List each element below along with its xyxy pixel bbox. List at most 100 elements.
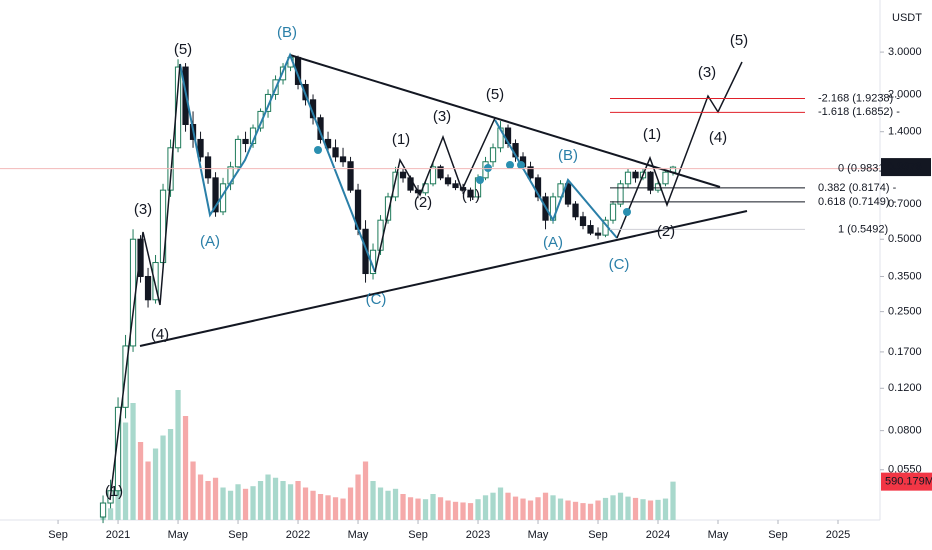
- candle-body: [564, 183, 572, 205]
- x-tick-label: Sep: [588, 529, 608, 541]
- candle-body: [579, 216, 587, 227]
- wave-black-2: [616, 61, 743, 239]
- volume-bar: [535, 497, 541, 520]
- dot: [484, 164, 492, 172]
- volume-bar: [460, 502, 466, 520]
- candle-body: [264, 93, 272, 112]
- dot: [476, 176, 484, 184]
- volume-bar: [595, 500, 601, 520]
- volume-bar: [107, 508, 114, 520]
- candle-body: [212, 177, 219, 213]
- volume-bar: [325, 495, 331, 520]
- volume-bar: [520, 498, 526, 520]
- volume-bar: [467, 503, 474, 520]
- x-tick-label: Sep: [228, 529, 248, 541]
- volume-bar: [662, 498, 669, 520]
- wave-label: (3): [433, 108, 451, 125]
- x-tick-label: Sep: [408, 529, 428, 541]
- candle-body: [399, 171, 407, 179]
- fib-label: 0.618 (0.7149) -: [818, 196, 897, 208]
- fib-label: -1.618 (1.6852) -: [818, 106, 900, 118]
- volume-bar: [655, 499, 661, 520]
- wave-label: (4): [151, 326, 169, 343]
- volume-bar: [122, 422, 129, 520]
- dot: [517, 161, 525, 169]
- candle-body: [437, 166, 444, 179]
- volume-bar: [625, 496, 631, 520]
- volume-bar: [437, 497, 444, 520]
- volume-bar: [355, 474, 361, 520]
- volume-bar: [332, 497, 339, 520]
- volume-bar: [602, 497, 609, 520]
- volume-bar: [182, 416, 189, 520]
- candle-body: [332, 147, 339, 158]
- y-tick-label: 0.3500: [888, 270, 922, 282]
- fib-label: 0.382 (0.8174) -: [818, 182, 897, 194]
- candle-body: [362, 228, 369, 275]
- candle-body: [197, 138, 204, 158]
- volume-bar: [632, 497, 639, 520]
- wave-blue-2: [494, 119, 618, 239]
- candle-body: [594, 232, 602, 236]
- candle-body: [467, 189, 474, 198]
- volume-bar: [272, 477, 279, 520]
- volume-bar: [302, 487, 309, 520]
- candle-body: [347, 161, 354, 191]
- volume-bar: [385, 490, 391, 520]
- volume-bar: [197, 474, 204, 520]
- dot: [506, 161, 514, 169]
- x-tick-label: 2021: [106, 529, 130, 541]
- candle-body: [452, 183, 459, 189]
- candle-body: [242, 138, 249, 145]
- volume-bar: [295, 481, 301, 520]
- volume-bar: [220, 487, 226, 520]
- wave-label: (A): [543, 234, 563, 251]
- fib-label: 0 (0.9831): [838, 163, 888, 175]
- volume-bar: [167, 429, 174, 520]
- volume-bar: [490, 492, 496, 520]
- candle-body: [624, 171, 632, 185]
- price-unit: USDT: [892, 12, 922, 24]
- dot: [314, 146, 322, 154]
- volume-bar: [527, 500, 534, 520]
- volume-bar: [242, 488, 249, 520]
- candle-body: [234, 138, 242, 168]
- volume-bar: [130, 403, 136, 520]
- candle-body: [429, 166, 437, 185]
- candle-body: [99, 502, 107, 518]
- price-axis-bg: [880, 0, 932, 550]
- x-tick-label: May: [528, 529, 549, 541]
- volume-bar: [512, 496, 519, 520]
- x-tick-label: 2025: [826, 529, 850, 541]
- volume-bar: [310, 490, 316, 520]
- dot: [623, 208, 631, 216]
- volume-bar: [152, 448, 159, 520]
- y-tick-label: 0.0800: [888, 425, 922, 437]
- last-price-label: 0.9976: [888, 161, 922, 173]
- candle-body: [572, 203, 579, 218]
- volume-bar: [235, 484, 241, 520]
- volume-bar: [212, 477, 219, 520]
- volume-bar: [497, 487, 504, 520]
- x-tick-label: 2022: [286, 529, 310, 541]
- candle-body: [144, 275, 152, 301]
- volume-bar: [617, 492, 624, 520]
- wave-label: (1): [105, 483, 123, 500]
- x-tick-label: May: [348, 529, 369, 541]
- volume-bar: [392, 488, 399, 520]
- wave-label: (5): [730, 32, 748, 49]
- fib-label: -2.168 (1.9238) -: [818, 92, 900, 104]
- wave-label: (1): [643, 126, 661, 143]
- x-tick-label: Sep: [768, 529, 788, 541]
- volume-bar: [370, 481, 376, 520]
- volume-bar: [137, 442, 144, 520]
- volume-bar: [445, 500, 451, 520]
- volume-bar: [175, 390, 181, 520]
- volume-bar: [422, 499, 429, 520]
- volume-bar: [587, 503, 594, 520]
- volume-bar: [407, 497, 414, 520]
- y-tick-label: 0.1200: [888, 382, 922, 394]
- y-tick-label: 1.4000: [888, 126, 922, 138]
